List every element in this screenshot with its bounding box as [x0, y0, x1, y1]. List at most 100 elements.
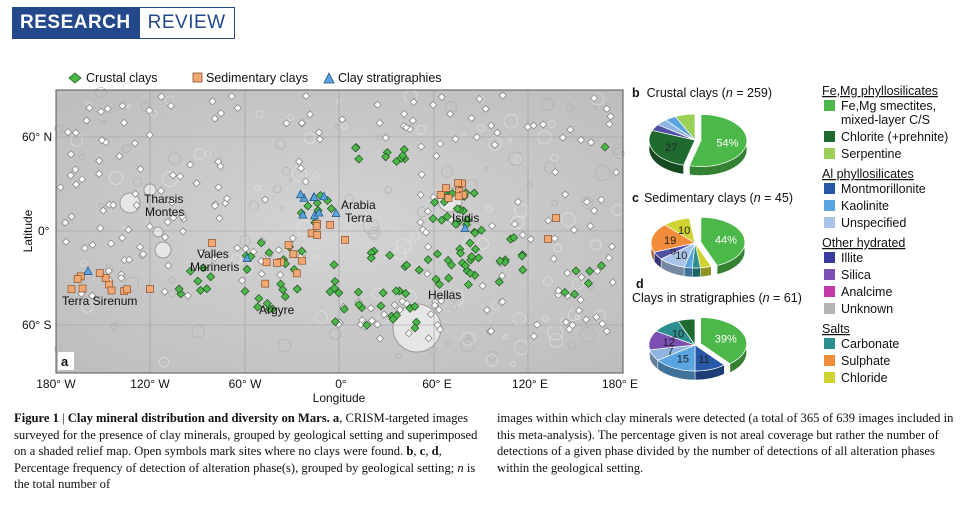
crustal-clay-marker	[354, 300, 364, 310]
crater-mark	[508, 151, 523, 167]
sedimentary-clay-marker	[73, 275, 82, 283]
crater-mark	[150, 110, 158, 118]
lat-tick-60s: 60° S	[22, 318, 51, 332]
crater-mark	[542, 315, 549, 323]
no-clay-site-marker	[238, 276, 247, 285]
map-frame	[55, 89, 624, 374]
no-clay-site-marker	[167, 198, 176, 207]
crater-mark	[488, 136, 502, 151]
pie-slice	[700, 216, 746, 266]
no-clay-site-marker	[498, 271, 507, 280]
no-clay-site-marker	[526, 235, 535, 244]
crater-mark	[124, 276, 139, 292]
pie-slice-label: 19	[664, 235, 676, 247]
crustal-clay-marker	[465, 268, 475, 278]
region-arabia: Arabia Terra	[341, 198, 376, 225]
no-clay-site-marker	[475, 94, 484, 104]
no-clay-site-marker	[103, 104, 112, 113]
crater-mark	[593, 105, 598, 111]
sedimentary-clay-marker	[262, 258, 271, 267]
no-clay-site-marker	[608, 278, 617, 287]
crustal-clay-marker	[442, 212, 452, 221]
sedimentary-clay-marker	[436, 191, 445, 199]
pie-slice	[689, 114, 748, 167]
mineral-swatch	[824, 372, 835, 383]
mineral-group-header: Fe,Mg phyllosilicates	[822, 84, 938, 98]
no-clay-site-marker	[61, 237, 71, 246]
no-clay-site-marker	[592, 313, 601, 322]
no-clay-site-marker	[156, 186, 166, 195]
crustal-clay-marker	[253, 302, 263, 312]
no-clay-site-marker	[532, 320, 542, 329]
no-clay-site-marker	[576, 135, 586, 144]
crustal-clay-marker	[206, 272, 216, 282]
crater-mark	[315, 311, 328, 324]
no-clay-site-marker	[563, 268, 572, 278]
sedimentary-clay-marker	[544, 235, 552, 243]
no-clay-site-marker	[426, 310, 435, 319]
crustal-clay-marker	[388, 314, 398, 324]
crustal-legend-symbol	[68, 72, 82, 84]
crater-mark	[548, 120, 556, 129]
sedimentary-clay-marker	[273, 258, 281, 267]
crater-mark	[410, 231, 421, 241]
mineral-swatch	[824, 303, 835, 314]
crustal-clay-marker	[362, 320, 372, 330]
clay-stratigraphy-marker	[331, 208, 341, 217]
crustal-clay-marker	[256, 238, 266, 248]
no-clay-site-marker	[80, 244, 89, 253]
crater-mark	[230, 254, 242, 265]
sedimentary-clay-marker	[454, 192, 463, 201]
crater-mark	[367, 226, 381, 240]
no-clay-site-marker	[95, 169, 104, 178]
mineral-label: Montmorillonite	[841, 182, 926, 196]
pie-titles: b Crustal clays (n = 259) c Sedimentary cl…	[632, 86, 802, 305]
no-clay-site-marker	[66, 171, 75, 180]
pie-slice-label: 39%	[715, 333, 737, 345]
crater-mark	[395, 352, 402, 359]
sedimentary-clay-marker	[444, 194, 453, 202]
crater-mark	[540, 97, 555, 111]
crustal-clay-marker	[446, 260, 456, 270]
sedimentary-clay-marker	[454, 179, 462, 187]
mineral-label: Unspecified	[841, 216, 906, 230]
crustal-clay-marker	[463, 280, 473, 290]
no-clay-site-marker	[130, 139, 140, 148]
no-clay-site-marker	[539, 120, 548, 129]
crater-mark	[158, 356, 170, 368]
no-clay-site-marker	[136, 165, 145, 174]
no-clay-site-marker	[577, 273, 586, 282]
mineral-label: Illite	[841, 251, 863, 265]
no-clay-site-marker	[169, 213, 178, 222]
crustal-clay-marker	[428, 214, 438, 224]
sedimentary-clay-marker	[123, 285, 132, 294]
mineral-swatch	[824, 217, 835, 228]
caption-d: d	[431, 444, 439, 458]
no-clay-site-marker	[379, 310, 389, 319]
no-clay-site-marker	[423, 207, 432, 216]
no-clay-site-marker	[179, 227, 188, 236]
sedimentary-clay-marker	[146, 285, 154, 293]
crater-mark	[485, 205, 493, 213]
crustal-clay-marker	[376, 301, 386, 311]
clay-stratigraphy-marker	[295, 189, 306, 199]
no-clay-site-marker	[178, 212, 187, 221]
pie-slice	[677, 318, 696, 347]
lon-tick-120e: 120° E	[512, 377, 548, 391]
crustal-clay-marker	[414, 265, 424, 275]
no-clay-site-marker	[417, 170, 426, 179]
mineral-swatch	[824, 355, 835, 366]
no-clay-site-marker	[518, 230, 527, 239]
pie-slice	[674, 113, 696, 141]
crustal-clay-marker	[410, 302, 420, 312]
no-clay-site-marker	[586, 221, 595, 231]
crater-mark	[121, 144, 131, 154]
sedimentary-clay-marker	[208, 239, 216, 247]
no-clay-site-marker	[67, 212, 76, 221]
no-clay-site-marker	[136, 243, 145, 252]
no-clay-site-marker	[99, 206, 108, 215]
lon-ticks: 180° W 120° W 60° W 0° 60° E 120° E 180°…	[36, 377, 638, 391]
no-clay-site-marker	[435, 325, 445, 334]
